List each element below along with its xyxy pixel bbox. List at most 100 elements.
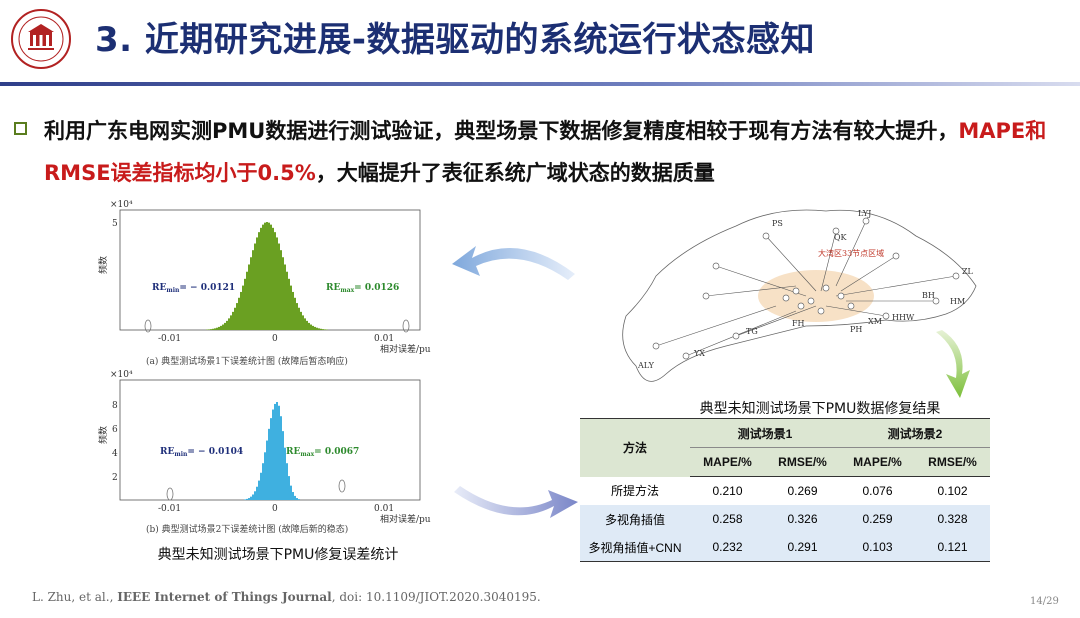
histogram-bar xyxy=(284,264,286,330)
histogram-bar xyxy=(278,405,280,500)
histogram-bar xyxy=(256,486,258,500)
y-tick-2: 2 xyxy=(112,473,118,483)
x-axis-label: 相对误差/pu xyxy=(380,513,431,525)
histogram-bar xyxy=(274,403,276,500)
value-cell: 0.232 xyxy=(712,540,743,554)
histogram-caption: (a) 典型测试场景1下误差统计图 (故障后暂态响应) xyxy=(146,355,348,367)
histogram-bar xyxy=(276,237,278,330)
histogram-bar xyxy=(238,297,240,330)
metric-header: RMSE/% xyxy=(765,447,840,477)
histogram-bar xyxy=(246,498,248,500)
histogram-bar xyxy=(300,311,302,330)
y-tick-8: 8 xyxy=(112,401,118,411)
histogram-bar xyxy=(304,318,306,330)
histogram-bar xyxy=(286,271,288,330)
x-tick-zero: 0 xyxy=(272,334,278,344)
metric-header: MAPE/% xyxy=(690,447,765,477)
histogram-bar xyxy=(272,409,274,500)
histogram-bar xyxy=(214,328,216,330)
re-min-label: REmin= − 0.0121 xyxy=(152,283,235,294)
histogram-bar xyxy=(308,322,310,330)
histogram-scene1: ×10⁴ 频数 5 -0.01 0 0.01 相对误差/pu REmin= − … xyxy=(97,200,431,367)
x-tick-pos: 0.01 xyxy=(374,504,394,514)
bullet-highlight: MAPE和RMSE误差指标均小于0.5% xyxy=(44,119,1047,185)
histogram-bar xyxy=(282,257,284,330)
histogram-bars xyxy=(206,222,328,330)
map-label: XM xyxy=(868,317,882,326)
histogram-bar xyxy=(208,329,210,330)
bullet-marker xyxy=(14,122,27,135)
map-label: HHW xyxy=(892,313,915,322)
histogram-bar xyxy=(302,315,304,330)
histogram-bar xyxy=(306,320,308,330)
map-label: HM xyxy=(950,297,965,306)
y-tick-6: 6 xyxy=(112,425,118,435)
histogram-bar xyxy=(296,498,298,500)
map-outline xyxy=(622,209,977,382)
histogram-bar xyxy=(314,326,316,330)
map-label: BH xyxy=(922,291,935,300)
histogram-bar xyxy=(252,250,254,330)
histogram-bar xyxy=(244,499,246,500)
histogram-bar xyxy=(212,328,214,330)
value-cell: 0.102 xyxy=(937,484,968,498)
value-cell: 0.259 xyxy=(862,512,893,526)
map-label: ALY xyxy=(637,361,655,370)
histogram-bar xyxy=(320,328,322,330)
histogram-bar xyxy=(318,328,320,330)
map-label: LYJ xyxy=(858,209,871,218)
table-title: 典型未知测试场景下PMU数据修复结果 xyxy=(699,401,941,417)
slide-header: 3. 近期研究进展-数据驱动的系统运行状态感知 xyxy=(0,0,1080,88)
histogram-bar xyxy=(252,494,254,500)
metric-header: MAPE/% xyxy=(840,447,915,477)
histogram-bar xyxy=(268,222,270,330)
histogram-bar xyxy=(278,243,280,330)
histogram-bar xyxy=(272,227,274,330)
bullet-text: 利用广东电网实测PMU数据进行测试验证，典型场景下数据修复精度相较于现有方法有较… xyxy=(44,110,1074,194)
y-tick-5: 5 xyxy=(112,219,118,229)
histogram-bar xyxy=(294,495,296,500)
histogram-bar xyxy=(230,315,232,330)
results-table: 方法 测试场景1 测试场景2 MAPE/% RMSE/% MAPE/% RMSE… xyxy=(580,418,990,562)
histogram-scene2: ×10⁴ 频数 8 6 4 2 -0.01 0 0.01 相对误差/pu REm… xyxy=(97,370,431,535)
histogram-bar xyxy=(280,250,282,330)
histogram-bar xyxy=(232,311,234,330)
histogram-bar xyxy=(294,297,296,330)
method-cell: 所提方法 xyxy=(610,484,659,499)
value-cell: 0.326 xyxy=(787,512,818,526)
re-max-marker xyxy=(402,319,410,333)
citation-journal: IEEE Internet of Things Journal xyxy=(117,590,332,604)
histogram-bar xyxy=(270,418,272,500)
map-label: QK xyxy=(834,233,848,242)
histogram-bar xyxy=(298,499,300,500)
histogram-bar xyxy=(236,303,238,330)
map-label: ZL xyxy=(962,267,974,276)
citation-authors: L. Zhu, et al., xyxy=(32,590,118,604)
bullet-text-part2: ，大幅提升了表征系统广域状态的数据质量 xyxy=(315,161,715,185)
page-number: 14/29 xyxy=(1030,596,1059,607)
histogram-bar xyxy=(270,224,272,330)
histogram-bar xyxy=(290,285,292,330)
histogram-bar xyxy=(316,327,318,330)
histogram-bar xyxy=(248,264,250,330)
university-logo xyxy=(11,9,71,69)
metric-header: RMSE/% xyxy=(915,447,990,477)
x-tick-zero: 0 xyxy=(272,504,278,514)
histogram-bar xyxy=(224,322,226,330)
histogram-bar xyxy=(218,326,220,330)
histogram-bar xyxy=(242,285,244,330)
map-label: PS xyxy=(772,219,783,228)
re-max-marker xyxy=(338,479,346,493)
map-label: FH xyxy=(792,319,805,328)
histogram-bar xyxy=(260,472,262,500)
histogram-bar xyxy=(298,307,300,330)
re-min-label: REmin= − 0.0104 xyxy=(160,447,243,458)
arrow-down-icon xyxy=(936,330,970,398)
histogram-bar xyxy=(262,463,264,500)
citation: L. Zhu, et al., IEEE Internet of Things … xyxy=(32,590,541,604)
method-cell: 多视角插值+CNN xyxy=(588,540,682,555)
value-cell: 0.258 xyxy=(712,512,743,526)
y-axis-label: 频数 xyxy=(97,256,109,274)
y-multiplier: ×10⁴ xyxy=(110,370,133,380)
histogram-bar xyxy=(292,492,294,500)
